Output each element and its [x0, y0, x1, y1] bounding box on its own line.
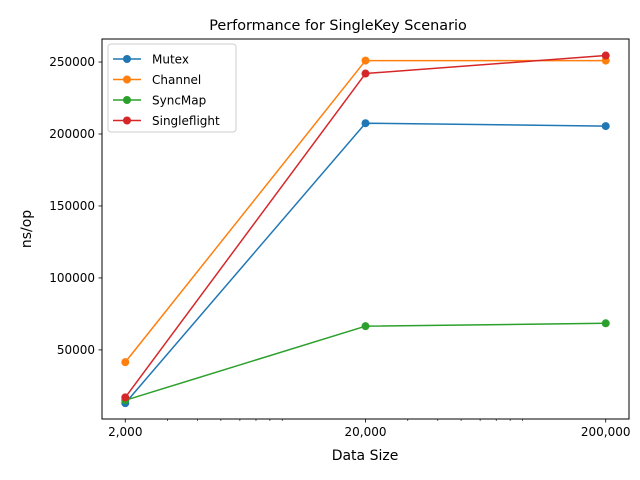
y-axis: 50000 100000 150000 200000 250000 — [49, 55, 102, 357]
series-mutex — [121, 119, 610, 408]
legend-marker — [123, 75, 131, 84]
series-singleflight — [121, 51, 610, 402]
legend-label: Mutex — [152, 52, 189, 66]
data-point — [121, 358, 130, 367]
x-axis: 2,000 20,000 200,000 — [108, 419, 631, 439]
series-line — [125, 322, 606, 402]
legend-entry-mutex: Mutex — [113, 52, 189, 66]
legend-box — [107, 43, 237, 133]
y-tick-label: 150000 — [49, 199, 95, 213]
legend-entry-singleflight: Singleflight — [113, 114, 220, 128]
series-layer — [121, 51, 610, 408]
legend-entry-channel: Channel — [113, 73, 201, 87]
x-tick-label: 200,000 — [581, 425, 631, 439]
data-point — [121, 393, 130, 402]
y-tick-label: 50000 — [57, 343, 95, 357]
legend-label: Singleflight — [152, 114, 220, 128]
chart-title: Performance for SingleKey Scenario — [209, 18, 467, 34]
y-tick-label: 250000 — [49, 55, 95, 69]
series-syncmap — [121, 319, 610, 405]
legend: Mutex Channel SyncMap Singleflight — [107, 43, 237, 133]
legend-marker — [123, 96, 131, 104]
legend-marker — [123, 116, 131, 125]
legend-entry-syncmap: SyncMap — [113, 93, 206, 107]
legend-label: SyncMap — [152, 93, 206, 107]
legend-marker — [123, 55, 131, 63]
legend-label: Channel — [152, 73, 201, 87]
x-axis-label: Data Size — [332, 448, 399, 464]
data-point — [361, 69, 370, 78]
x-tick-label: 2,000 — [108, 425, 142, 439]
y-axis-label: ns/op — [19, 210, 35, 248]
y-tick-label: 100000 — [49, 271, 95, 285]
data-point — [601, 51, 610, 60]
data-point — [361, 322, 370, 331]
data-point — [361, 119, 370, 128]
data-point — [601, 319, 610, 328]
y-tick-label: 200000 — [49, 127, 95, 141]
plot-area: 2,000 20,000 200,000 50000 100000 150000 2000… — [49, 38, 631, 439]
series-line — [124, 122, 606, 404]
x-tick-label: 20,000 — [345, 425, 387, 439]
data-point — [361, 56, 370, 65]
data-point — [601, 122, 610, 131]
